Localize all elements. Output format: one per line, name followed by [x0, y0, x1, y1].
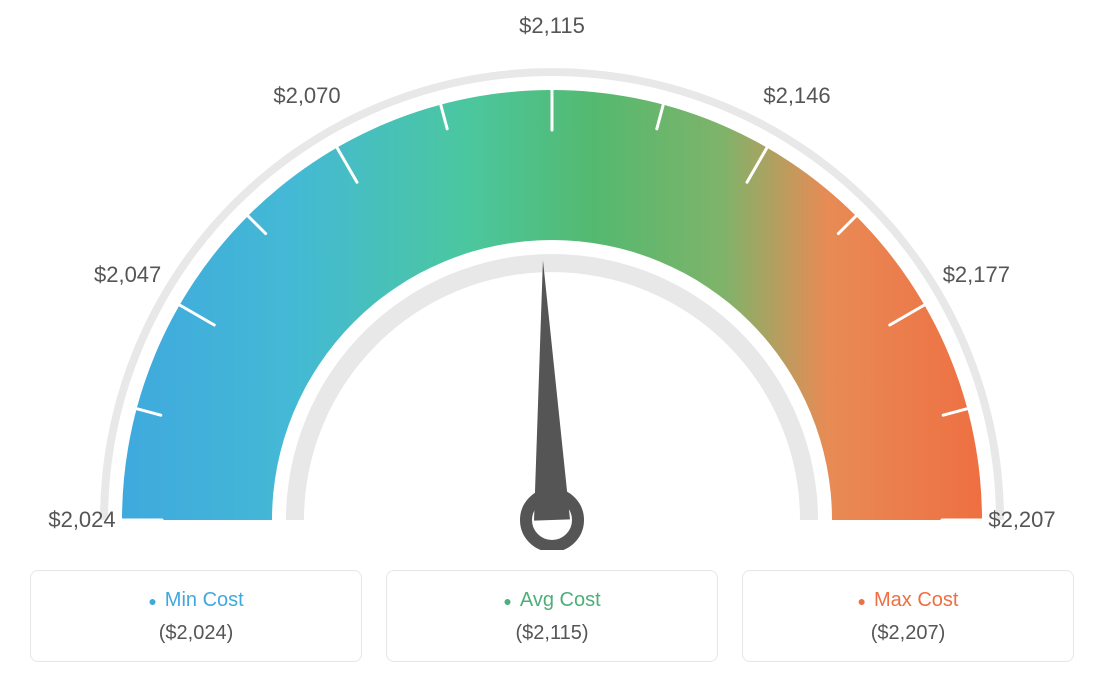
legend-value-max: ($2,207) — [763, 622, 1053, 645]
legend-card-avg: Avg Cost ($2,115) — [386, 570, 718, 662]
legend-title-min: Min Cost — [51, 589, 341, 612]
gauge-tick-label: $2,070 — [273, 83, 340, 109]
cost-gauge: $2,024$2,047$2,070$2,115$2,146$2,177$2,2… — [30, 30, 1074, 540]
gauge-tick-label: $2,177 — [943, 262, 1010, 288]
legend-card-max: Max Cost ($2,207) — [742, 570, 1074, 662]
legend-card-min: Min Cost ($2,024) — [30, 570, 362, 662]
gauge-tick-label: $2,024 — [48, 507, 115, 533]
legend-title-max: Max Cost — [763, 589, 1053, 612]
gauge-tick-label: $2,047 — [94, 262, 161, 288]
gauge-tick-label: $2,115 — [519, 13, 585, 39]
gauge-svg — [30, 30, 1074, 550]
legend-value-avg: ($2,115) — [407, 622, 697, 645]
gauge-tick-label: $2,146 — [763, 83, 830, 109]
legend-row: Min Cost ($2,024) Avg Cost ($2,115) Max … — [30, 570, 1074, 662]
gauge-needle — [534, 260, 570, 520]
gauge-tick-label: $2,207 — [988, 507, 1055, 533]
legend-value-min: ($2,024) — [51, 622, 341, 645]
legend-title-avg: Avg Cost — [407, 589, 697, 612]
